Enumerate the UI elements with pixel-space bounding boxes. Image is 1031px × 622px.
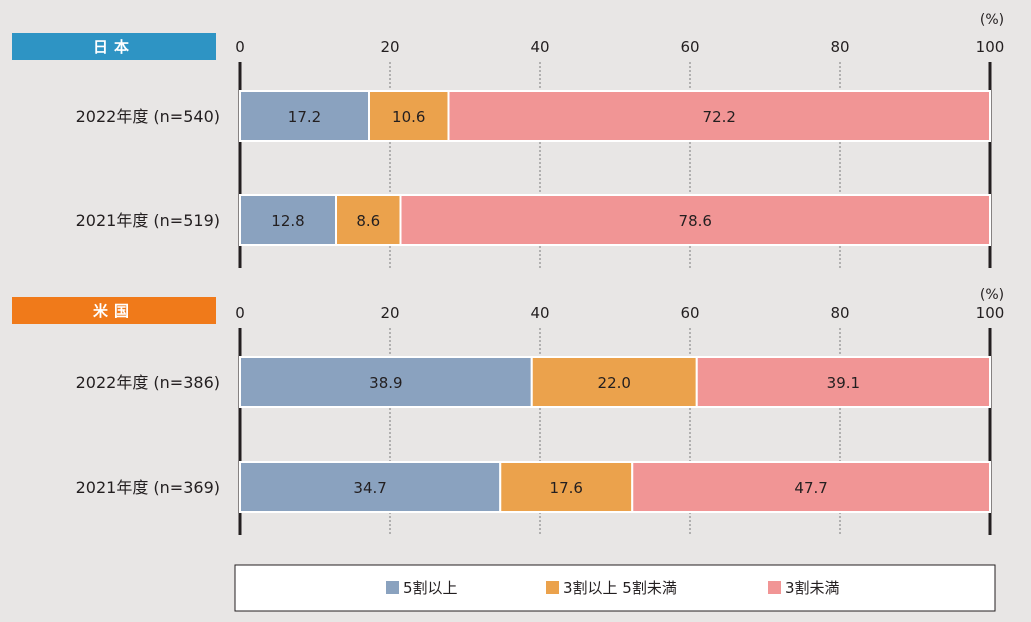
usa-category-labels: 2022年度 (n=386) 2021年度 (n=369) [76, 373, 220, 497]
tick-label: 20 [380, 38, 399, 56]
japan-bars: 17.2 10.6 72.2 12.8 8.6 78.6 [239, 90, 991, 246]
bar-segment [239, 90, 370, 142]
bar-segment [399, 194, 991, 246]
legend-swatch [768, 581, 781, 594]
tick-label: 100 [976, 38, 1005, 56]
category-label: 2022年度 (n=540) [76, 107, 220, 126]
data-label: 38.9 [369, 374, 402, 392]
data-label: 22.0 [598, 374, 631, 392]
legend-label: 5割以上 [403, 579, 458, 597]
tick-label: 100 [976, 304, 1005, 322]
data-label: 34.7 [353, 479, 386, 497]
data-label: 8.6 [356, 212, 380, 230]
legend-swatch [386, 581, 399, 594]
tick-label: 40 [530, 38, 549, 56]
bar-segment [631, 461, 991, 513]
bar-segment [239, 461, 502, 513]
category-label: 2021年度 (n=519) [76, 211, 220, 230]
category-label: 2022年度 (n=386) [76, 373, 220, 392]
tick-label: 40 [530, 304, 549, 322]
japan-badge [12, 33, 216, 60]
japan-tick-labels: 0 20 40 60 80 100 [235, 38, 1004, 56]
usa-badge [12, 297, 216, 324]
data-label: 12.8 [271, 212, 304, 230]
panel-japan: 日本 (%) 0 20 40 60 80 100 17.2 10.6 72.2 12.8 8.6 7… [12, 12, 1004, 268]
legend-swatch [546, 581, 559, 594]
tick-label: 80 [830, 38, 849, 56]
tick-label: 60 [680, 304, 699, 322]
bar-segment [335, 194, 402, 246]
data-label: 47.7 [794, 479, 827, 497]
data-label: 10.6 [392, 108, 425, 126]
category-label: 2021年度 (n=369) [76, 478, 220, 497]
bar-segment [447, 90, 991, 142]
tick-label: 80 [830, 304, 849, 322]
tick-label: 60 [680, 38, 699, 56]
legend: 5割以上 3割以上 5割未満 3割未満 [234, 564, 996, 612]
tick-label: 0 [235, 38, 245, 56]
legend-label: 3割以上 5割未満 [563, 579, 677, 597]
tick-label: 20 [380, 304, 399, 322]
japan-unit-label: (%) [980, 12, 1004, 28]
panel-usa: 米国 (%) 0 20 40 60 80 100 38.9 22.0 39.1 34.7 17.6… [12, 287, 1004, 535]
data-label: 72.2 [703, 108, 736, 126]
data-label: 39.1 [827, 374, 860, 392]
japan-badge-label: 日本 [93, 38, 135, 56]
bar-segment [695, 356, 991, 408]
usa-tick-labels: 0 20 40 60 80 100 [235, 304, 1004, 322]
usa-unit-label: (%) [980, 287, 1004, 303]
data-label: 17.2 [288, 108, 321, 126]
legend-items: 5割以上 3割以上 5割未満 3割未満 [386, 579, 840, 597]
usa-badge-label: 米国 [93, 302, 135, 320]
legend-box [234, 564, 996, 612]
usa-bars: 38.9 22.0 39.1 34.7 17.6 47.7 [239, 356, 991, 513]
data-label: 78.6 [679, 212, 712, 230]
japan-category-labels: 2022年度 (n=540) 2021年度 (n=519) [76, 107, 220, 230]
legend-label: 3割未満 [785, 579, 840, 597]
bar-segment [530, 356, 698, 408]
data-label: 17.6 [550, 479, 583, 497]
tick-label: 0 [235, 304, 245, 322]
